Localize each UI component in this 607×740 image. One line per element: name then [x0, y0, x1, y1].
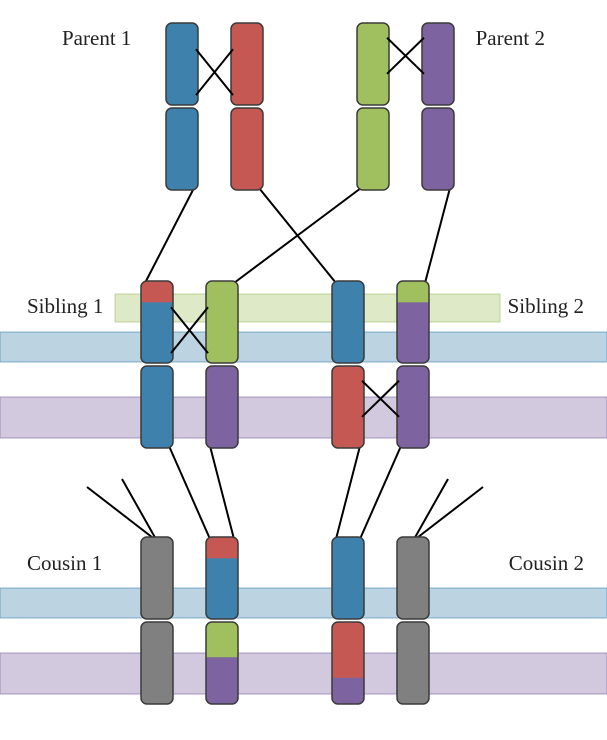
highlight-band — [0, 653, 607, 694]
highlight-band — [0, 397, 607, 438]
background — [0, 0, 607, 740]
label-sibling2: Sibling 2 — [508, 294, 584, 318]
highlight-band — [0, 588, 607, 618]
highlight-band — [0, 332, 607, 362]
label-parent2: Parent 2 — [476, 26, 545, 50]
label-cousin2: Cousin 2 — [509, 551, 584, 575]
label-sibling1: Sibling 1 — [27, 294, 103, 318]
label-cousin1: Cousin 1 — [27, 551, 102, 575]
label-parent1: Parent 1 — [62, 26, 131, 50]
